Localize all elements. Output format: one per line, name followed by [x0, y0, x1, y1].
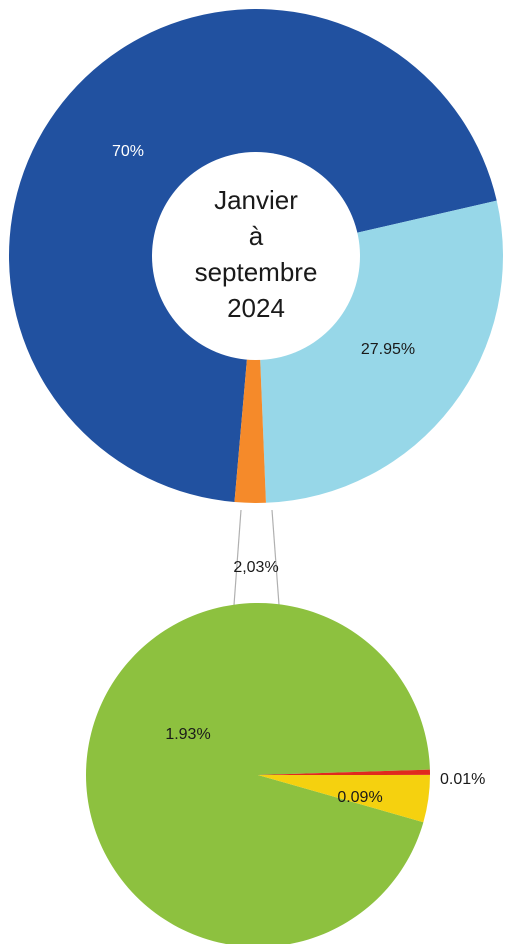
center-hole: [152, 152, 360, 360]
data-label: 1.93%: [165, 726, 210, 743]
data-label: 70%: [112, 143, 144, 160]
center-label: 2024: [227, 293, 285, 323]
connector: [233, 509, 242, 606]
center-label: Janvier: [214, 185, 298, 215]
slice: [258, 774, 430, 823]
center-label: septembre: [195, 257, 318, 287]
data-label: 27.95%: [361, 341, 415, 358]
data-label: 0.09%: [337, 789, 382, 806]
slice: [258, 769, 430, 775]
data-label: 0.01%: [440, 771, 485, 788]
data-label: 2,03%: [233, 559, 278, 576]
center-label: à: [249, 221, 264, 251]
connector: [271, 509, 280, 606]
slice: [86, 603, 430, 944]
